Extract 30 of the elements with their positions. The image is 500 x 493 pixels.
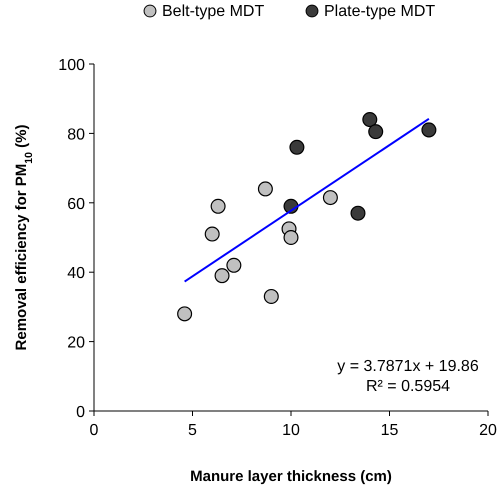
point (258, 181, 273, 196)
y-tick-label: 100 (58, 57, 86, 74)
point (210, 198, 226, 214)
x-axis-title: Manure layer thickness (cm) (190, 468, 392, 485)
point (283, 230, 299, 245)
point (362, 112, 378, 128)
y-tick-label: 20 (67, 334, 86, 352)
annotation: y = 3.7871x + 19.86 (337, 358, 479, 375)
point (226, 258, 242, 273)
x-tick-label: 15 (380, 422, 398, 439)
point (177, 306, 192, 322)
x-tick-label: 5 (188, 422, 198, 439)
annotation: R² = 0.5954 (366, 378, 450, 395)
y-tick-label: 60 (67, 196, 86, 213)
point (289, 140, 304, 155)
y-tick-label: 40 (67, 265, 86, 282)
point (322, 190, 338, 206)
point (204, 226, 220, 242)
y-tick-label: 0 (76, 404, 86, 421)
point (264, 288, 279, 304)
x-tick-label: 10 (282, 422, 300, 439)
x-tick-label: 0 (90, 422, 99, 439)
x-tick-label: 20 (479, 422, 497, 439)
y-tick-label: 80 (67, 126, 86, 144)
point (214, 268, 230, 284)
legend-label: Belt-type MDT (162, 3, 264, 20)
point (350, 206, 366, 221)
point (368, 124, 384, 140)
legend-label: Plate-type MDT (324, 3, 436, 20)
point (421, 122, 436, 138)
